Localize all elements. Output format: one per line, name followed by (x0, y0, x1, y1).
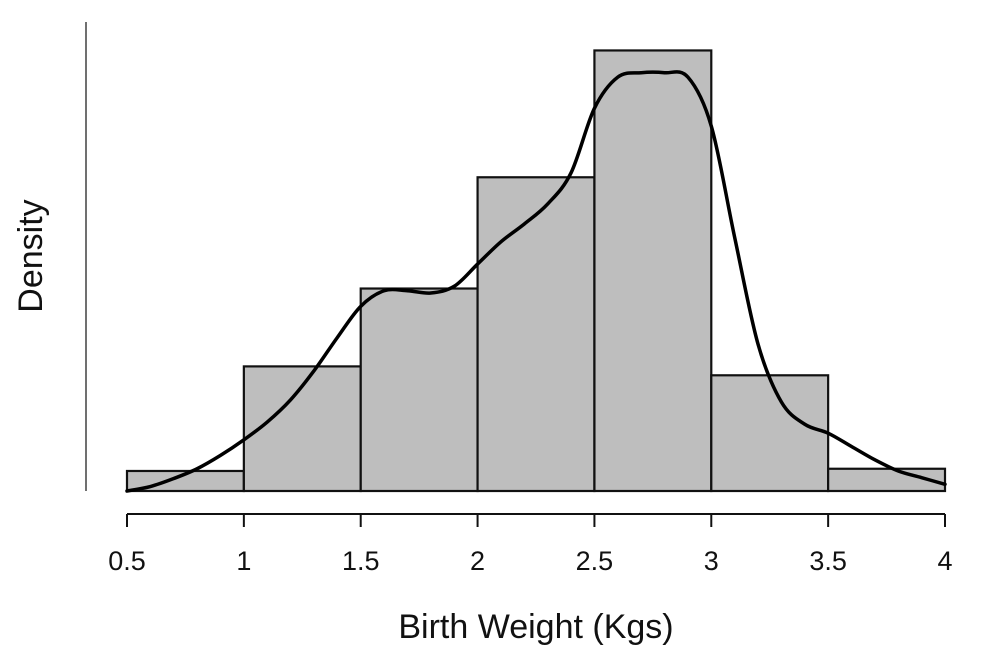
x-ticks-layer: 0.5 1 1.5 2 2.5 3 3.5 4 (108, 514, 953, 576)
x-tick-label-7: 4 (937, 546, 952, 576)
x-tick-label-0: 0.5 (108, 546, 146, 576)
x-tick-label-6: 3.5 (809, 546, 847, 576)
x-tick-label-3: 2 (470, 546, 485, 576)
x-tick-label-2: 1.5 (342, 546, 380, 576)
x-axis-title: Birth Weight (Kgs) (398, 608, 673, 646)
histogram-bar-3 (476, 176, 596, 493)
x-tick-label-5: 3 (704, 546, 719, 576)
x-tick-label-4: 2.5 (576, 546, 614, 576)
histogram-bar-4 (593, 49, 713, 493)
histogram-bar-2 (359, 287, 479, 493)
bars-layer (125, 49, 947, 493)
histogram-bar-5 (710, 374, 830, 493)
density-curve (125, 70, 947, 493)
x-tick-label-1: 1 (236, 546, 251, 576)
y-axis-title: Density (12, 199, 50, 312)
